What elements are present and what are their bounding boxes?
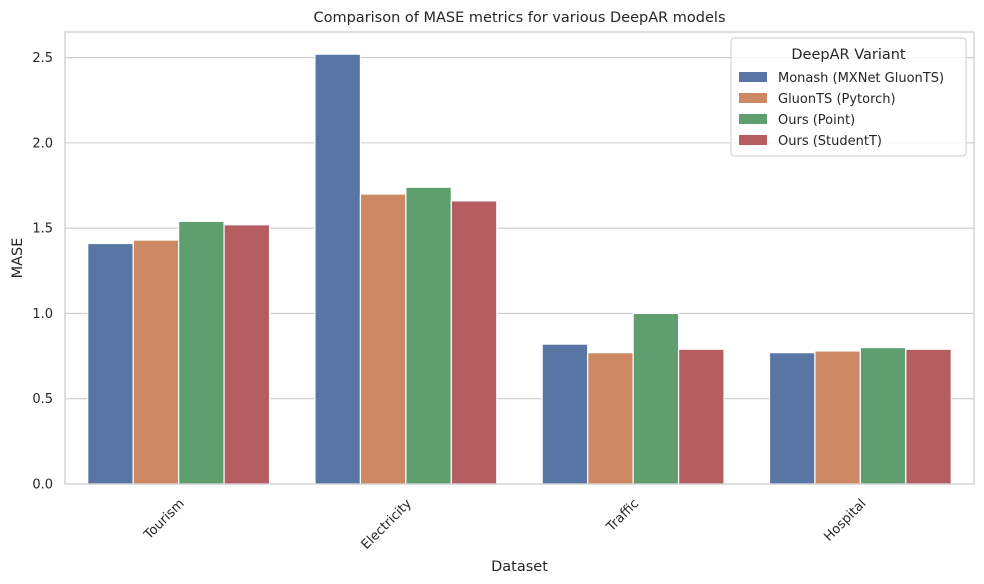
bar-hospital-series-1 — [768, 352, 816, 485]
y-tick-label: 1.0 — [32, 307, 53, 322]
legend-box — [730, 37, 967, 157]
y-tick-label: 1.5 — [32, 222, 53, 237]
bar-electricity-series-3 — [405, 186, 452, 485]
legend-label: GluonTS (Pytorch) — [778, 92, 896, 107]
legend-swatch — [739, 114, 767, 124]
y-axis-title: MASE — [10, 238, 26, 279]
bar-hospital-series-4 — [905, 348, 952, 485]
bar-electricity-series-2 — [359, 193, 407, 485]
legend-label: Ours (Point) — [778, 113, 855, 128]
legend-items: Monash (MXNet GluonTS) GluonTS (Pytorch) O… — [739, 71, 944, 149]
bar-tourism-series-4 — [223, 224, 271, 485]
legend: DeepAR Variant Monash (MXNet GluonTS) Glu… — [730, 37, 967, 157]
bar-hospital-series-3 — [859, 346, 907, 485]
y-tick-label: 2.5 — [32, 51, 53, 66]
bar-tourism-series-1 — [87, 242, 134, 485]
bar-electricity-series-4 — [450, 200, 498, 485]
bar-traffic-series-2 — [587, 352, 634, 485]
x-axis-title: Dataset — [491, 559, 548, 575]
legend-swatch — [739, 93, 767, 103]
bar-tourism-series-3 — [178, 220, 225, 485]
y-axis-ticks: 0.0 0.5 1.0 1.5 2.0 2.5 — [32, 51, 53, 492]
chart-title: Comparison of MASE metrics for various D… — [313, 10, 725, 26]
legend-title: DeepAR Variant — [791, 47, 906, 63]
y-tick-label: 0.0 — [32, 478, 53, 493]
legend-swatch — [739, 72, 767, 82]
y-tick-label: 0.5 — [32, 392, 53, 407]
bar-traffic-series-4 — [677, 348, 725, 485]
bar-traffic-series-3 — [632, 312, 680, 485]
bar-electricity-series-1 — [314, 53, 362, 485]
plot-frame — [64, 31, 975, 485]
legend-label: Ours (StudentT) — [778, 134, 882, 149]
bar-hospital-series-2 — [814, 350, 861, 485]
legend-label: Monash (MXNet GluonTS) — [778, 71, 944, 86]
y-tick-label: 2.0 — [32, 136, 53, 151]
bar-tourism-series-2 — [132, 239, 180, 485]
legend-swatch — [739, 135, 767, 145]
bars — [87, 53, 952, 485]
bar-traffic-series-1 — [541, 343, 589, 485]
